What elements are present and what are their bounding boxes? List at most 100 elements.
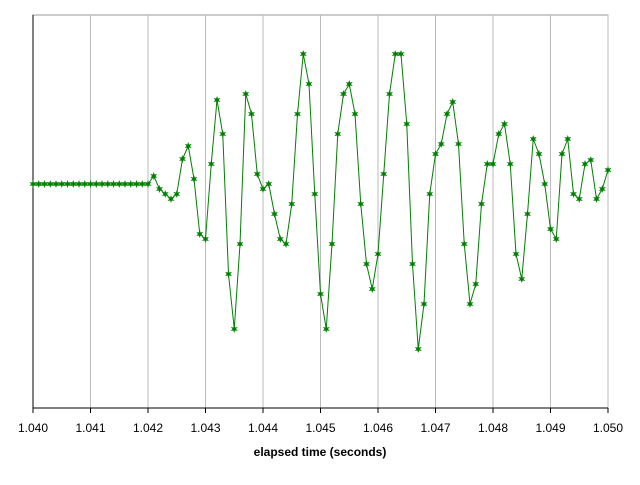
data-point bbox=[414, 345, 422, 353]
data-point bbox=[472, 280, 480, 288]
x-tick-label: 1.045 bbox=[305, 421, 335, 435]
data-point bbox=[75, 180, 83, 188]
data-point bbox=[173, 190, 181, 198]
data-point bbox=[449, 98, 457, 106]
data-point bbox=[391, 50, 399, 58]
x-tick-label: 1.047 bbox=[420, 421, 450, 435]
x-tick-label: 1.042 bbox=[133, 421, 163, 435]
data-point bbox=[265, 180, 273, 188]
data-point bbox=[253, 170, 261, 178]
data-point bbox=[46, 180, 54, 188]
data-point bbox=[455, 140, 462, 148]
x-tick-label: 1.046 bbox=[363, 421, 393, 435]
x-tick-label: 1.049 bbox=[535, 421, 565, 435]
data-point bbox=[69, 180, 77, 188]
data-point bbox=[535, 150, 543, 158]
data-point bbox=[81, 180, 89, 188]
data-point bbox=[466, 300, 474, 308]
x-tick-label: 1.040 bbox=[18, 421, 48, 435]
data-point bbox=[52, 180, 60, 188]
data-point bbox=[386, 90, 393, 98]
data-point bbox=[460, 240, 468, 248]
data-point bbox=[41, 180, 48, 188]
data-point bbox=[115, 180, 123, 188]
data-point bbox=[236, 240, 244, 248]
data-point bbox=[409, 260, 416, 268]
x-tick-label: 1.043 bbox=[190, 421, 220, 435]
data-point bbox=[156, 185, 163, 193]
data-point bbox=[604, 166, 612, 174]
data-point bbox=[225, 270, 232, 278]
data-point bbox=[29, 180, 37, 188]
data-point bbox=[121, 180, 129, 188]
data-point bbox=[558, 150, 566, 158]
data-point bbox=[483, 160, 491, 168]
data-point bbox=[363, 260, 370, 268]
x-tick-label: 1.048 bbox=[478, 421, 508, 435]
x-axis-label: elapsed time (seconds) bbox=[254, 445, 387, 459]
data-point bbox=[294, 110, 301, 118]
data-point bbox=[501, 120, 508, 128]
data-point bbox=[35, 180, 43, 188]
data-point bbox=[564, 135, 572, 143]
data-point bbox=[98, 180, 106, 188]
data-point bbox=[259, 185, 267, 193]
data-point bbox=[345, 80, 353, 88]
data-point bbox=[397, 50, 405, 58]
data-point bbox=[512, 250, 520, 258]
data-point bbox=[420, 300, 428, 308]
data-point bbox=[593, 195, 600, 203]
data-point bbox=[368, 285, 376, 293]
data-point bbox=[144, 180, 152, 188]
data-point bbox=[288, 200, 296, 208]
data-point bbox=[305, 80, 313, 88]
data-point bbox=[587, 156, 595, 164]
data-point bbox=[213, 96, 221, 104]
data-point bbox=[276, 235, 284, 243]
data-point bbox=[437, 140, 445, 148]
data-point bbox=[110, 180, 117, 188]
data-point bbox=[87, 180, 94, 188]
data-point bbox=[334, 130, 342, 138]
x-tick-label: 1.041 bbox=[75, 421, 105, 435]
data-point bbox=[478, 200, 485, 208]
data-point bbox=[104, 180, 112, 188]
data-point bbox=[552, 235, 560, 243]
data-point bbox=[190, 175, 198, 183]
data-point bbox=[570, 190, 577, 198]
data-point bbox=[317, 290, 324, 298]
data-point bbox=[443, 110, 451, 118]
x-tick-label: 1.044 bbox=[248, 421, 278, 435]
data-point bbox=[518, 275, 526, 283]
data-point bbox=[380, 170, 388, 178]
data-point bbox=[138, 180, 146, 188]
data-point bbox=[506, 160, 514, 168]
data-point bbox=[598, 185, 606, 193]
data-point bbox=[161, 190, 169, 198]
data-point bbox=[489, 160, 497, 168]
data-point bbox=[403, 120, 411, 128]
data-point bbox=[248, 110, 255, 118]
data-point bbox=[357, 200, 365, 208]
data-point bbox=[219, 130, 227, 138]
data-point bbox=[541, 180, 549, 188]
data-point bbox=[495, 130, 503, 138]
data-point bbox=[426, 190, 434, 198]
data-point bbox=[202, 235, 209, 243]
data-point bbox=[92, 180, 100, 188]
data-point bbox=[282, 240, 290, 248]
data-point bbox=[581, 160, 589, 168]
data-point bbox=[340, 90, 347, 98]
data-point bbox=[127, 180, 135, 188]
data-point bbox=[230, 325, 238, 333]
data-point bbox=[196, 230, 204, 238]
data-point bbox=[133, 180, 140, 188]
data-point bbox=[432, 150, 439, 158]
data-point bbox=[374, 250, 382, 258]
data-point bbox=[524, 210, 531, 218]
data-point bbox=[64, 180, 71, 188]
data-point bbox=[184, 142, 192, 150]
data-point bbox=[322, 325, 330, 333]
data-point bbox=[179, 155, 186, 163]
